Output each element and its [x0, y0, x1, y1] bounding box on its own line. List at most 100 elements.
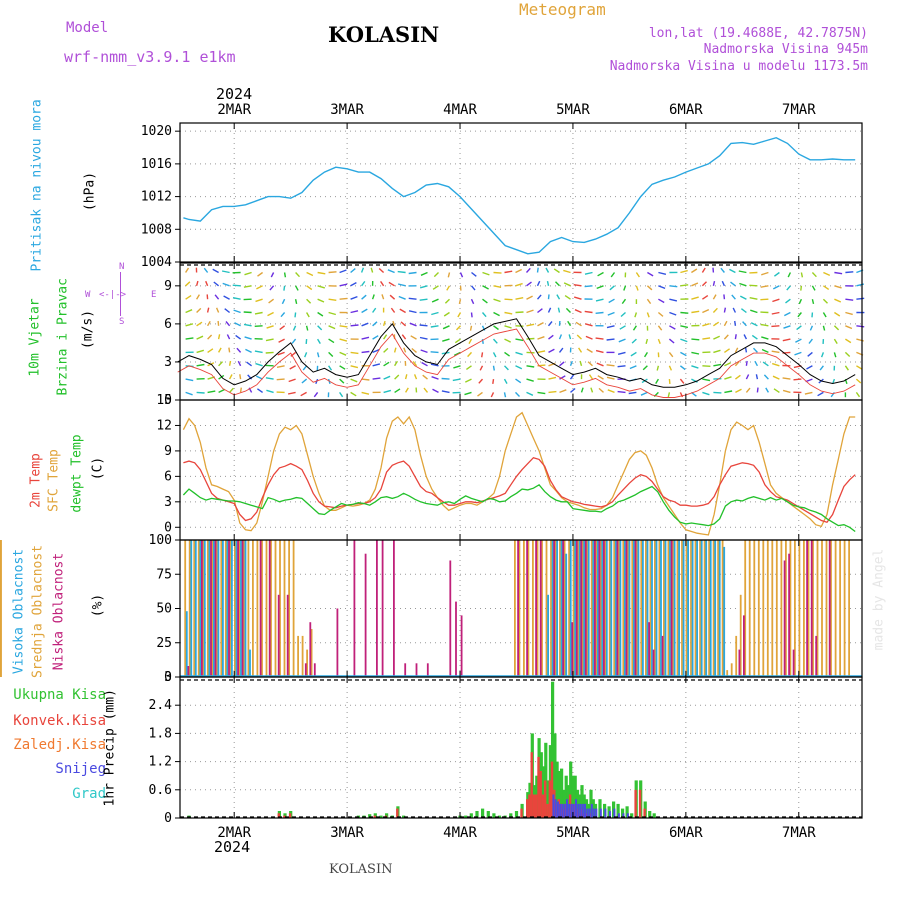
wind-arrow	[222, 282, 230, 287]
cloud-bar	[661, 635, 664, 677]
wind-arrow	[657, 325, 663, 331]
precip-bar	[586, 808, 589, 818]
y-tick-label: 0.6	[149, 783, 172, 798]
y-tick-label: 1008	[141, 222, 172, 237]
cloud-bar	[202, 540, 205, 677]
cloud-bar	[211, 540, 214, 677]
cloud-bar	[259, 540, 262, 677]
cloud-bar	[839, 540, 841, 677]
wind-arrow	[370, 267, 374, 273]
cloud-bar	[527, 540, 530, 677]
cloud-bar	[709, 540, 712, 677]
wind-arrow	[328, 325, 336, 330]
x-label-bottom: 6MAR	[669, 825, 703, 841]
wind-arrow	[515, 365, 523, 370]
wind-arrow	[503, 392, 507, 398]
footer-station: KOLASIN	[329, 862, 393, 877]
wind-arrow	[255, 298, 263, 303]
cloud-bar	[460, 615, 463, 677]
wind-arrow	[277, 351, 285, 356]
wind-arrow	[239, 387, 242, 393]
wind-arrow	[619, 325, 626, 330]
y-tick-label: 100	[149, 533, 172, 548]
cloud-bar	[215, 540, 218, 677]
wind-arrow	[294, 299, 298, 305]
cloud-bar	[613, 540, 616, 677]
wind-arrow	[244, 336, 252, 340]
wind-arrow	[289, 365, 296, 370]
wind-arrow	[691, 310, 700, 314]
wind-arrow	[731, 294, 736, 300]
wind-arrow	[558, 347, 564, 353]
wind-arrow	[490, 392, 495, 398]
wind-arrow	[217, 347, 222, 353]
wind-arrow	[235, 334, 242, 340]
precip-bar	[580, 785, 584, 818]
wind-arrow	[702, 337, 711, 340]
wind-arrow	[442, 325, 450, 330]
wind-arrow	[525, 267, 531, 273]
wind-arrow	[644, 352, 648, 358]
wind-arrow	[713, 363, 722, 367]
wind-arrow	[526, 281, 532, 287]
wind-arrow	[464, 378, 472, 383]
cloud-bar	[785, 540, 787, 677]
cloud-bar	[670, 540, 673, 677]
y-tick-label: 25	[156, 636, 172, 651]
y-tick-label: 3	[164, 495, 172, 510]
station-title: KOLASIN	[328, 22, 440, 47]
precip-bar	[575, 799, 577, 818]
precip-bar	[283, 815, 286, 818]
wind-arrow	[526, 365, 535, 368]
cloud-bar	[426, 663, 429, 677]
wind-arrow	[526, 295, 533, 300]
cloud-bar	[559, 540, 561, 677]
wind-arrow	[743, 334, 748, 340]
wind-arrow	[430, 351, 439, 354]
cloud-bar	[743, 615, 745, 677]
wind-arrow	[635, 272, 640, 278]
wind-arrow	[646, 312, 650, 318]
cloud-bar	[631, 540, 634, 677]
wind-arrow	[361, 350, 370, 354]
cloud-bar	[554, 540, 557, 677]
precip-bar	[593, 808, 596, 818]
cloud-bar	[310, 629, 313, 677]
cloud-bar	[792, 649, 795, 677]
wind-arrow	[420, 271, 428, 276]
wind-arrow	[392, 320, 396, 327]
wind-arrow	[283, 272, 287, 278]
wind-arrow	[360, 267, 365, 273]
wind-arrow	[383, 389, 392, 394]
wind-arrow	[317, 325, 323, 331]
precip-bar	[590, 803, 593, 818]
cloud-bar	[834, 540, 837, 677]
wind-arrow	[834, 271, 843, 275]
precip-bar	[648, 811, 652, 818]
precip-bar	[599, 808, 602, 818]
wind-arrow	[339, 338, 348, 342]
wind-arrow	[667, 392, 671, 398]
wind-arrow	[578, 347, 583, 353]
wind-arrow	[515, 311, 524, 314]
cloud-bar	[376, 540, 378, 677]
wind-arrow	[623, 285, 627, 291]
cloud-bar	[208, 540, 211, 677]
wind-arrow	[467, 351, 473, 358]
wind-arrow	[749, 297, 758, 300]
precip-bar	[608, 811, 611, 818]
wind-arrow	[811, 299, 815, 305]
wind-arrow	[372, 307, 377, 313]
precip-bar	[555, 761, 559, 818]
wind-arrow	[833, 325, 840, 331]
wind-arrow	[493, 285, 502, 288]
wind-arrow	[595, 298, 604, 302]
wind-arrow	[712, 280, 716, 286]
cloud-bar	[556, 540, 558, 677]
cloud-bar	[595, 540, 598, 677]
cloud-bar	[523, 540, 525, 677]
wind-arrow	[567, 320, 572, 327]
wind-arrow	[482, 271, 490, 276]
wind-arrow	[575, 321, 582, 327]
wind-arrow	[724, 362, 731, 367]
